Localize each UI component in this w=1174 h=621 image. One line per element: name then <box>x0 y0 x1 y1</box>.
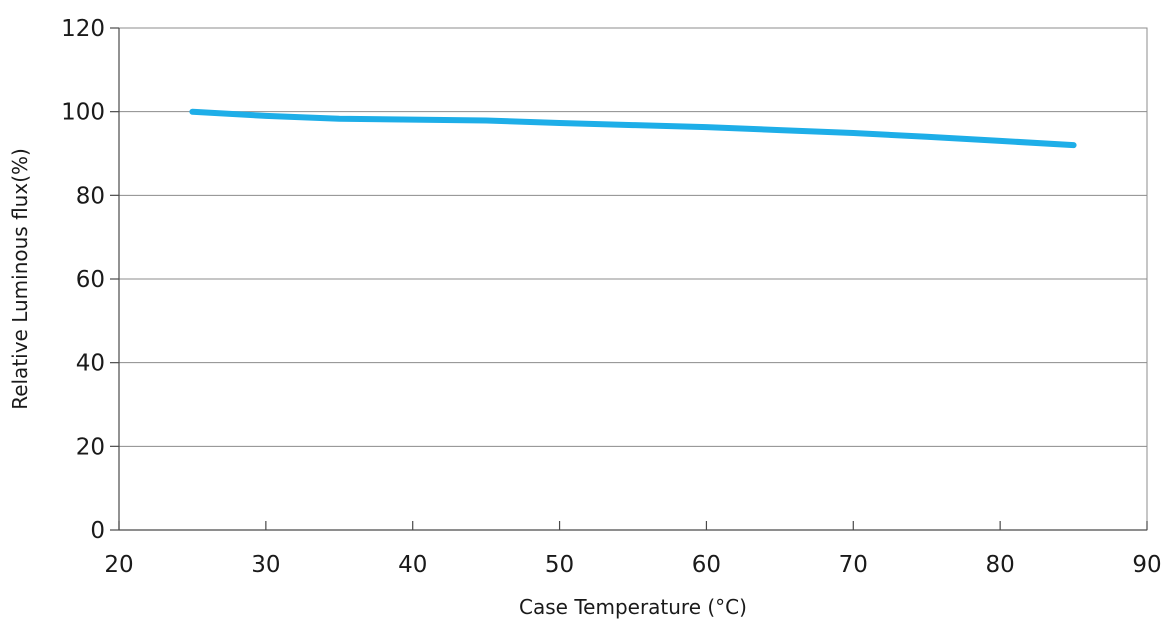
x-tick-labels: 20 30 40 50 60 70 80 90 <box>104 552 1161 578</box>
y-tick-label-60: 60 <box>76 267 105 293</box>
y-tick-label-0: 0 <box>90 518 105 544</box>
x-tick-label-40: 40 <box>398 552 427 578</box>
y-axis-title: Relative Luminous flux(%) <box>8 148 32 410</box>
y-tick-label-100: 100 <box>61 100 105 126</box>
y-tick-label-120: 120 <box>61 16 105 42</box>
x-tick-label-60: 60 <box>692 552 721 578</box>
tick-marks <box>110 27 1148 531</box>
x-tick-label-90: 90 <box>1132 552 1161 578</box>
x-tick-label-20: 20 <box>104 552 133 578</box>
x-tick-label-30: 30 <box>251 552 280 578</box>
y-tick-labels: 0 20 40 60 80 100 120 <box>61 16 105 544</box>
y-tick-label-80: 80 <box>76 183 105 209</box>
y-tick-label-20: 20 <box>76 434 105 460</box>
y-tick-label-40: 40 <box>76 351 105 377</box>
x-tick-label-50: 50 <box>545 552 574 578</box>
x-tick-label-80: 80 <box>986 552 1015 578</box>
series-line-1 <box>189 108 1077 149</box>
x-tick-label-70: 70 <box>839 552 868 578</box>
grid-lines <box>119 111 1147 447</box>
series-lines <box>189 108 1077 149</box>
x-axis-title: Case Temperature (°C) <box>519 595 747 619</box>
